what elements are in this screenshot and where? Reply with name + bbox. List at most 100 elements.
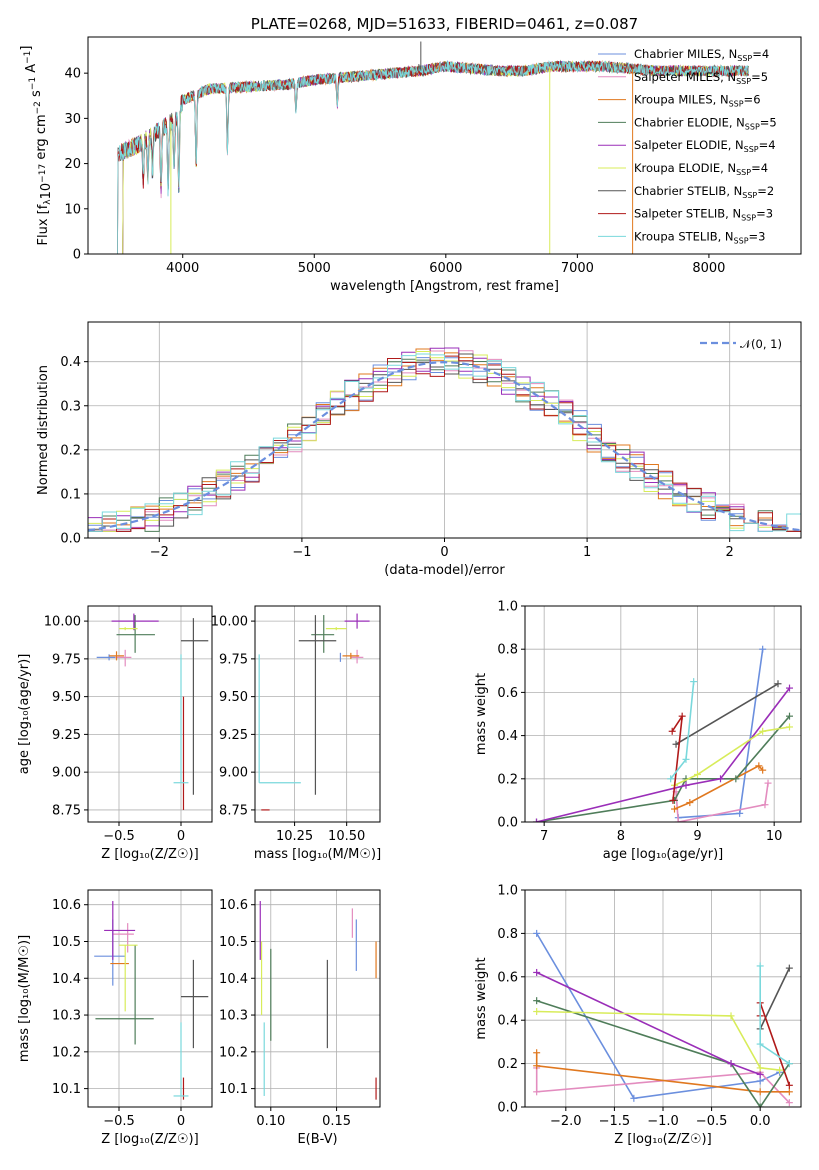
weight-line <box>674 764 764 810</box>
legend-label: Chabrier MILES, NSSP=4 <box>634 47 769 63</box>
axes-frame <box>87 36 802 255</box>
x-tick-label: −0.5 <box>103 1114 135 1129</box>
weight-line <box>536 999 790 1107</box>
legend-label: Kroupa STELIB, NSSP=3 <box>634 229 766 245</box>
y-axis-label: mass weight <box>474 957 489 1039</box>
x-tick-label: −2.0 <box>550 1114 582 1129</box>
y-axis-label-part: −1 <box>23 51 33 64</box>
weight-line <box>535 1052 790 1093</box>
x-tick-label: 7 <box>540 829 548 844</box>
panel-spectrum: PLATE=0268, MJD=51633, FIBERID=0461, z=0… <box>19 15 802 294</box>
x-tick-label: −1.0 <box>647 1114 679 1129</box>
legend-eq: = <box>751 70 761 84</box>
x-axis-label: age [log₁₀(age/yr)] <box>603 847 724 862</box>
plot-content <box>96 613 209 810</box>
y-tick-label: 0.6 <box>497 686 518 701</box>
legend-sub: SSP <box>737 54 752 63</box>
y-tick-label: 10.6 <box>52 898 81 913</box>
y-tick-label: 30 <box>64 112 81 127</box>
plot-area <box>255 606 380 822</box>
y-tick-label: 0.3 <box>60 399 81 414</box>
x-tick-label: 0 <box>440 545 448 560</box>
x-tick-label: −2 <box>150 545 169 560</box>
x-tick-label: 10.25 <box>276 829 313 844</box>
weight-line <box>675 782 769 822</box>
legend-sep: , N <box>729 115 745 129</box>
y-tick-label: 0.4 <box>497 1014 518 1029</box>
axes-frame <box>524 605 802 823</box>
x-tick-label: 0 <box>177 829 185 844</box>
y-tick-label: 10.5 <box>219 935 248 950</box>
legend-eq: = <box>751 161 761 175</box>
x-tick-label: 7000 <box>561 261 594 276</box>
weight-line <box>675 683 779 745</box>
legend-nssp: 3 <box>758 229 765 243</box>
y-axis-label: Normed distribution <box>36 365 51 495</box>
y-tick-label: 9.00 <box>52 766 81 781</box>
legend-sep: , N <box>725 207 741 221</box>
y-tick-label: 10.00 <box>44 615 81 630</box>
legend-sub: SSP <box>736 168 751 177</box>
y-tick-label: 9.75 <box>52 652 81 667</box>
y-tick-label: 0.6 <box>497 970 518 985</box>
legend-label: Kroupa MILES, NSSP=6 <box>634 93 761 109</box>
legend-nssp: 4 <box>762 47 769 61</box>
x-tick-label: 5000 <box>298 261 331 276</box>
legend-series-name: Kroupa STELIB <box>634 229 718 243</box>
legend-eq: = <box>759 138 769 152</box>
y-axis-label: age [log₁₀(age/yr)] <box>17 654 32 775</box>
panel-age_vs_mass: 10.25 10.50 8.75 9.00 9.25 9.50 9.75 10.00 mass … <box>211 605 381 862</box>
y-tick-label: 10.1 <box>52 1082 81 1097</box>
legend-sep: , N <box>713 93 729 107</box>
y-tick-label: 10.3 <box>52 1009 81 1024</box>
plot-area <box>255 890 380 1107</box>
y-tick-label: 0.1 <box>60 487 81 502</box>
x-axis-label: Z [log₁₀(Z/Z☉)] <box>101 1132 198 1147</box>
x-tick-label: 0.15 <box>322 1114 351 1129</box>
y-tick-label: 8.75 <box>52 803 81 818</box>
y-tick-label: 10.2 <box>52 1045 81 1060</box>
legend-sep: , N <box>720 161 736 175</box>
x-tick-label: 2 <box>726 545 734 560</box>
legend-sep: , N <box>726 184 742 198</box>
y-tick-label: 0.4 <box>497 729 518 744</box>
y-tick-label: 0.0 <box>497 816 518 831</box>
y-tick-label: 0.0 <box>497 1101 518 1116</box>
legend-sep: , N <box>728 138 744 152</box>
normal-curve <box>88 360 801 532</box>
y-tick-label: 0.2 <box>60 443 81 458</box>
legend-label: Chabrier ELODIE, NSSP=5 <box>634 115 777 131</box>
x-tick-label: 10 <box>766 829 783 844</box>
x-axis-label: Z [log₁₀(Z/Z☉)] <box>101 847 198 862</box>
x-tick-label: −0.5 <box>103 829 135 844</box>
panel-residuals: −2 −1 0 1 2 0.0 0.1 0.2 0.3 0.4 (data-model)/error… <box>36 321 802 578</box>
legend-eq: = <box>749 229 759 243</box>
legend-series-name: Kroupa ELODIE <box>634 161 720 175</box>
chart-title: PLATE=0268, MJD=51633, FIBERID=0461, z=0… <box>251 15 638 33</box>
plot-content <box>259 901 377 1100</box>
spectrum-line <box>116 60 749 254</box>
y-axis-label: mass weight <box>474 673 489 755</box>
legend-sub: SSP <box>744 145 759 154</box>
panel-mass_vs_Z: −0.5 0 10.1 10.2 10.3 10.4 10.5 10.6 Z [log₁₀(Z/… <box>17 889 213 1147</box>
y-axis-label: Flux [fλ10−17 erg cm−2 s−1 A−1] <box>19 46 54 246</box>
legend-eq: = <box>752 47 762 61</box>
x-axis-label: wavelength [Angstrom, rest frame] <box>330 279 559 294</box>
plot-content <box>258 613 370 811</box>
y-tick-label: 10.4 <box>52 972 81 987</box>
legend-eq: = <box>757 184 767 198</box>
x-tick-label: −1 <box>292 545 311 560</box>
panel-mass_vs_ebv: 0.10 0.15 10.1 10.2 10.3 10.4 10.5 10.6 E(B-V) <box>219 889 381 1147</box>
y-tick-label: 0.2 <box>497 772 518 787</box>
axes-frame <box>87 605 213 823</box>
y-tick-label: 10 <box>64 202 81 217</box>
y-tick-label: 10.6 <box>219 898 248 913</box>
legend-nssp: 4 <box>761 161 768 175</box>
legend-label: Chabrier STELIB, NSSP=2 <box>634 184 774 200</box>
x-tick-label: 0 <box>177 1114 185 1129</box>
y-axis-label-part: 10 <box>39 183 54 200</box>
y-tick-label: 9.25 <box>219 728 248 743</box>
x-tick-label: 4000 <box>166 261 199 276</box>
legend-series-name: Salpeter STELIB <box>634 207 725 221</box>
x-tick-label: 8000 <box>692 261 725 276</box>
